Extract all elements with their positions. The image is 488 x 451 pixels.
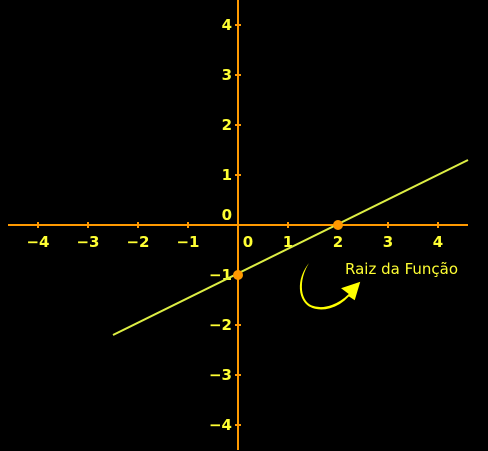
- function-line: [112, 159, 469, 336]
- data-point: [333, 220, 343, 230]
- annotation-label: Raiz da Função: [345, 260, 458, 278]
- x-tick-label: −4: [26, 233, 49, 251]
- x-tick-label: 0: [243, 233, 253, 251]
- x-tick-label: 2: [333, 233, 343, 251]
- data-points: [233, 220, 343, 280]
- y-tick-label: −2: [209, 316, 232, 334]
- x-tick-label: 3: [383, 233, 393, 251]
- y-tick-label: 3: [222, 66, 232, 84]
- y-tick-label: −3: [209, 366, 232, 384]
- curved-arrow-icon: [298, 257, 362, 311]
- y-tick-label: −4: [209, 416, 232, 434]
- y-tick-label: 0: [222, 206, 232, 224]
- x-tick-label: −3: [76, 233, 99, 251]
- y-tick-label: 1: [222, 166, 232, 184]
- x-tick-label: 1: [283, 233, 293, 251]
- data-point: [233, 270, 243, 280]
- x-tick-label: −2: [126, 233, 149, 251]
- series-lines: [112, 159, 469, 336]
- annotation: Raiz da Função: [298, 257, 458, 311]
- y-tick-label: 2: [222, 116, 232, 134]
- x-tick-label: −1: [176, 233, 199, 251]
- y-tick-label: 4: [222, 16, 232, 34]
- axes: [8, 0, 468, 450]
- x-tick-label: 4: [433, 233, 443, 251]
